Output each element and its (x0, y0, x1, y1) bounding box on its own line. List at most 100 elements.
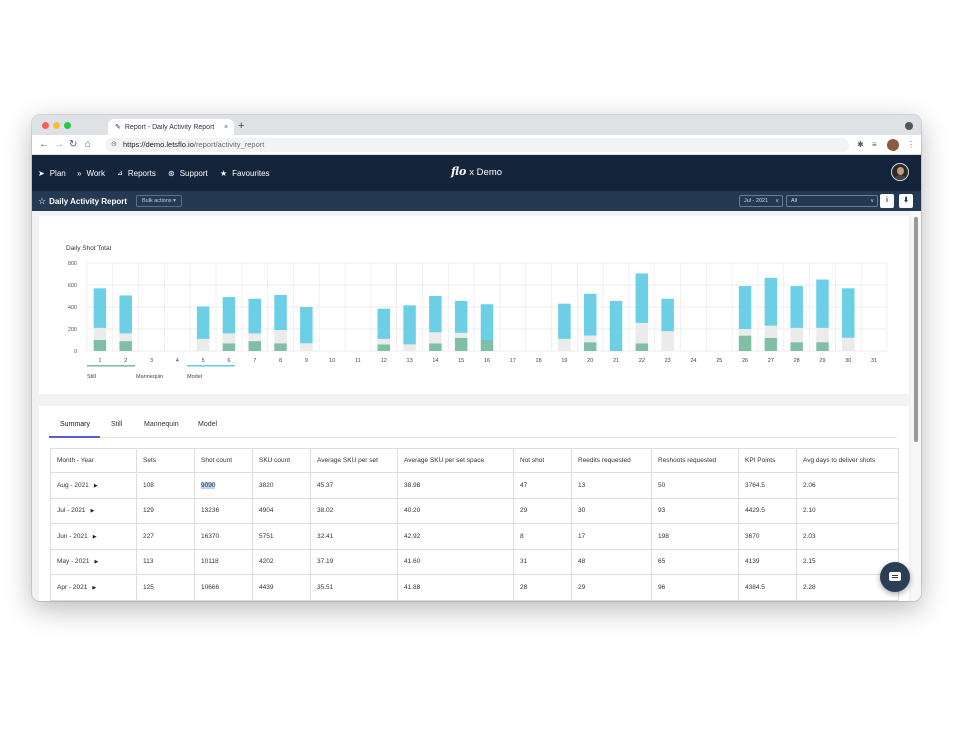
table-cell: 125 (136, 574, 195, 601)
bar-segment-still (248, 341, 261, 351)
minimize-window-icon[interactable] (53, 122, 60, 129)
tab-mannequin[interactable]: Mannequin (144, 421, 179, 428)
expand-row-icon[interactable]: ▶ (90, 508, 95, 515)
table-cell: 4904 (252, 497, 311, 524)
table-cell: 50 (651, 472, 739, 499)
nav-support[interactable]: ⊛ Support (168, 155, 208, 191)
month-year-cell[interactable]: Jun - 2021 ▶ (50, 523, 137, 550)
reload-icon[interactable]: ↻ (69, 139, 78, 150)
table-cell: 47 (513, 472, 572, 499)
table-row[interactable]: May - 2021 ▶ 113 10118 4202 37.19 41.60 31 48 65 4… (50, 548, 899, 575)
y-tick-label: 0 (74, 349, 77, 355)
brand-logo[interactable]: flo x Demo (32, 165, 921, 178)
table-row[interactable]: Apr - 2021 ▶ 125 10666 4439 35.51 41.88 28 29 96 4… (50, 574, 899, 601)
expand-row-icon[interactable]: ▶ (92, 533, 97, 540)
forward-arrow-icon[interactable]: → (54, 139, 64, 150)
expand-row-icon[interactable]: ▶ (94, 559, 99, 566)
table-cell: 4139 (738, 548, 797, 575)
table-cell: 16370 (194, 523, 253, 550)
cell-value: 38.98 (404, 481, 421, 489)
cell-value: 2.06 (803, 481, 816, 489)
table-cell: 2.10 (796, 497, 899, 524)
tab-summary[interactable]: Summary (60, 421, 90, 428)
expand-row-icon[interactable]: ▶ (92, 584, 97, 591)
table-row[interactable]: Aug - 2021 ▶ 108 9090 3820 45.37 38.98 47 13 50 37… (50, 472, 899, 499)
reading-list-icon[interactable]: ≡ (872, 140, 877, 149)
cell-value: 45.37 (317, 481, 334, 489)
support-icon: ⊛ (168, 168, 175, 178)
x-tick-label: 19 (561, 358, 567, 364)
bulk-actions-button[interactable]: Bulk actions ▾ (136, 195, 182, 207)
browser-profile-avatar[interactable] (887, 139, 899, 151)
tab-still[interactable]: Still (111, 421, 123, 428)
address-bar[interactable]: ⊝ https://demo.letsflo.io/report/activit… (105, 138, 849, 152)
extensions-icon[interactable]: ✱ (857, 140, 864, 149)
table-cell: 29 (571, 574, 652, 601)
bar-segment-mannequin (842, 337, 855, 351)
cell-value: 3670 (745, 532, 760, 540)
x-tick-label: 25 (716, 358, 722, 364)
cell-value: 129 (143, 507, 154, 515)
new-tab-button[interactable]: + (238, 120, 245, 132)
favourite-star-icon[interactable]: ☆ (38, 195, 47, 206)
maximize-window-icon[interactable] (64, 122, 71, 129)
browser-tab[interactable]: ✎ Report - Daily Activity Report × (108, 119, 234, 135)
bar-segment-mannequin (377, 338, 391, 345)
table-cell: 3764.5 (738, 472, 797, 499)
browser-toolbar: ← → ↻ ⌂ ⊝ https://demo.letsflo.io/report… (32, 135, 921, 155)
tab-model[interactable]: Model (198, 421, 218, 428)
table-cell: 45.37 (310, 472, 398, 499)
bar-segment-model (248, 298, 261, 334)
home-icon[interactable]: ⌂ (85, 139, 92, 150)
back-arrow-icon[interactable]: ← (39, 139, 49, 150)
table-cell: 38.98 (397, 472, 514, 499)
bar-segment-model (119, 295, 132, 334)
cell-value: Aug - 2021 (57, 481, 89, 489)
bar-segment-model (222, 297, 236, 334)
more-options-icon[interactable]: ⋮ (907, 140, 915, 149)
column-header: Reshoots requested (651, 448, 739, 473)
month-year-cell[interactable]: May - 2021 ▶ (50, 548, 137, 575)
table-cell: 4202 (252, 548, 311, 575)
download-button[interactable]: ⬇ (899, 194, 913, 208)
info-button[interactable]: i (880, 194, 894, 208)
scrollbar-thumb[interactable] (914, 217, 918, 442)
nav-favourites[interactable]: ★ Favourites (220, 155, 270, 191)
cell-value: 125 (143, 583, 154, 591)
month-year-cell[interactable]: Apr - 2021 ▶ (50, 574, 137, 601)
bar-segment-mannequin (738, 329, 752, 336)
close-window-icon[interactable] (42, 122, 49, 129)
cell-value: 42.92 (404, 532, 421, 540)
page-scrollbar[interactable] (911, 211, 921, 601)
nav-work[interactable]: » Work (77, 155, 105, 191)
month-year-cell[interactable]: Jul - 2021 ▶ (50, 497, 137, 524)
cell-value: 13236 (201, 507, 220, 515)
column-header: Month - Year (50, 448, 137, 473)
bar-segment-model (816, 279, 829, 328)
table-cell: 4439 (252, 574, 311, 601)
month-select[interactable]: Jul - 2021 ∨ (739, 195, 783, 207)
tab-close-icon[interactable]: × (224, 123, 229, 131)
table-row[interactable]: Jun - 2021 ▶ 227 16370 5751 32.41 42.92 8 17 198 3… (50, 523, 899, 550)
cell-value: 2.28 (803, 583, 816, 591)
table-row[interactable]: Jul - 2021 ▶ 129 13236 4904 38.02 40.20 29 30 93 4… (50, 497, 899, 524)
table-cell: 30 (571, 497, 652, 524)
chart-icon: ⊿ (117, 170, 123, 177)
expand-row-icon[interactable]: ▶ (93, 482, 98, 489)
filter-select[interactable]: All ∨ (786, 195, 878, 207)
x-tick-label: 11 (355, 358, 361, 364)
tabs-divider (49, 437, 897, 438)
user-avatar[interactable] (891, 163, 909, 181)
table-cell: 3820 (252, 472, 311, 499)
month-year-cell[interactable]: Aug - 2021 ▶ (50, 472, 137, 499)
nav-plan[interactable]: ➤ Plan (38, 155, 66, 191)
browser-menu-icon[interactable] (905, 122, 913, 130)
chat-widget-button[interactable] (880, 562, 910, 592)
cell-value: 108 (143, 481, 154, 489)
bar-segment-model (403, 305, 416, 345)
nav-reports[interactable]: ⊿ Reports (117, 155, 156, 191)
y-tick-label: 800 (68, 261, 77, 267)
bar-segment-still (816, 342, 829, 351)
table-cell: 108 (136, 472, 195, 499)
y-tick-label: 400 (68, 305, 77, 311)
